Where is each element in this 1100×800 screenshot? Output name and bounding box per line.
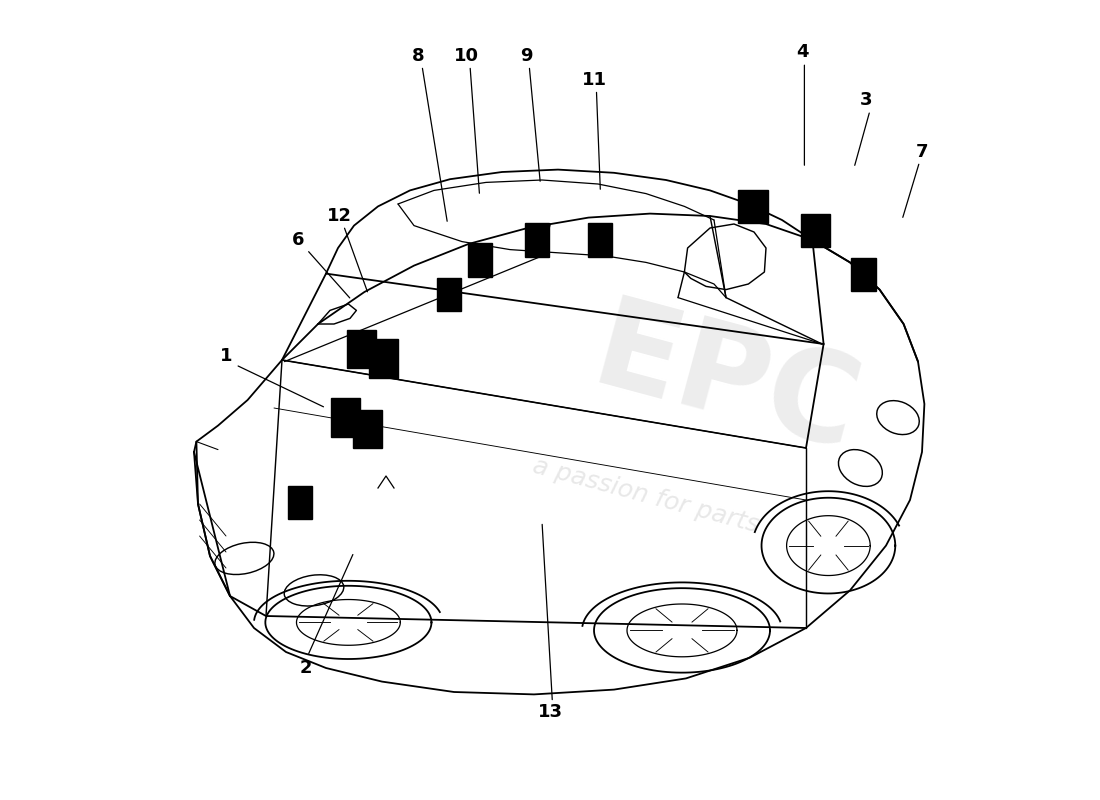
Bar [370, 339, 398, 378]
Text: 1: 1 [220, 347, 232, 365]
Text: 12: 12 [327, 207, 352, 225]
Bar [469, 243, 493, 277]
Text: 6: 6 [292, 231, 305, 249]
Bar [288, 486, 312, 519]
Bar [850, 258, 877, 291]
Text: EPC: EPC [581, 290, 871, 478]
Text: 9: 9 [519, 47, 532, 65]
Text: 4: 4 [795, 43, 808, 61]
Bar [346, 330, 375, 368]
Text: 3: 3 [860, 91, 872, 109]
Bar [437, 278, 461, 311]
Bar [801, 214, 830, 247]
Bar [587, 223, 612, 257]
Bar [738, 190, 769, 223]
Bar [331, 398, 360, 437]
Text: 2: 2 [299, 659, 312, 677]
Text: 11: 11 [582, 71, 606, 89]
Text: 13: 13 [538, 703, 562, 721]
Text: a passion for parts: a passion for parts [530, 454, 762, 538]
Bar [353, 410, 382, 448]
Bar [525, 223, 549, 257]
Text: 8: 8 [411, 47, 425, 65]
Text: 7: 7 [915, 143, 928, 161]
Text: 10: 10 [453, 47, 478, 65]
